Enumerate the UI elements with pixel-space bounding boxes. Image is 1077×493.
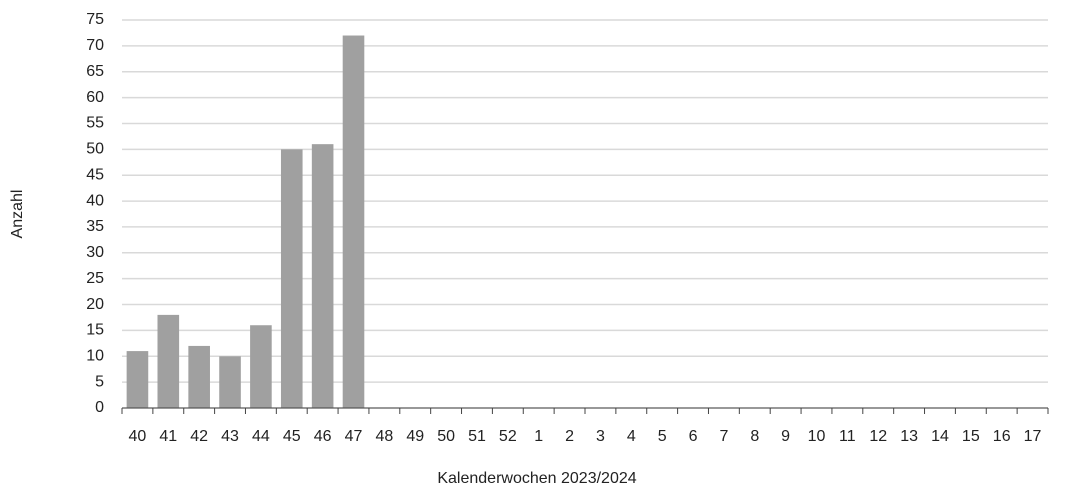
x-tick-label: 47 (345, 428, 363, 445)
x-tick-label: 52 (499, 428, 517, 445)
x-tick-label: 9 (781, 428, 790, 445)
x-tick-label: 8 (750, 428, 759, 445)
x-tick-label: 41 (159, 428, 177, 445)
y-tick-label: 75 (86, 11, 104, 28)
x-tick-label: 40 (129, 428, 147, 445)
y-tick-label: 45 (86, 166, 104, 183)
x-tick-label: 15 (962, 428, 980, 445)
x-tick-label: 50 (437, 428, 455, 445)
x-tick-label: 49 (406, 428, 424, 445)
x-tick-label: 10 (808, 428, 826, 445)
x-tick-label: 4 (627, 428, 636, 445)
x-tick-label: 12 (869, 428, 887, 445)
y-tick-label: 20 (86, 296, 104, 313)
y-tick-label: 30 (86, 244, 104, 261)
x-tick-label: 11 (839, 428, 856, 445)
bar (126, 351, 149, 408)
x-tick-label: 16 (993, 428, 1011, 445)
bar (311, 144, 334, 408)
x-tick-label: 44 (252, 428, 270, 445)
y-tick-label: 60 (86, 89, 104, 106)
y-tick-label: 15 (86, 322, 104, 339)
bar (157, 314, 180, 408)
x-tick-label: 6 (689, 428, 698, 445)
y-tick-label: 70 (86, 37, 104, 54)
x-tick-label: 45 (283, 428, 301, 445)
y-tick-label: 5 (95, 373, 104, 390)
y-tick-label: 0 (95, 399, 104, 416)
x-tick-label: 7 (719, 428, 728, 445)
x-tick-label: 1 (534, 428, 543, 445)
x-tick-label: 48 (375, 428, 393, 445)
bar (280, 149, 303, 409)
y-tick-label: 65 (86, 63, 104, 80)
x-tick-label: 46 (314, 428, 332, 445)
y-tick-label: 50 (86, 141, 104, 158)
x-tick-label: 5 (658, 428, 667, 445)
y-tick-label: 40 (86, 192, 104, 209)
bar (250, 325, 272, 408)
y-tick-label: 55 (86, 115, 104, 132)
y-tick-label: 25 (86, 270, 104, 287)
x-tick-label: 51 (468, 428, 486, 445)
x-tick-label: 43 (221, 428, 239, 445)
x-tick-label: 14 (931, 428, 949, 445)
bar (188, 345, 210, 408)
y-tick-label: 35 (86, 218, 104, 235)
bar (219, 356, 241, 408)
bar (342, 35, 365, 409)
y-axis-title: Anzahl (9, 190, 26, 239)
x-tick-label: 17 (1024, 428, 1042, 445)
y-tick-label: 10 (86, 347, 104, 364)
x-axis-title: Kalenderwochen 2023/2024 (437, 470, 636, 487)
x-tick-label: 2 (565, 428, 574, 445)
x-tick-label: 13 (900, 428, 918, 445)
x-tick-label: 3 (596, 428, 605, 445)
x-tick-label: 42 (190, 428, 208, 445)
